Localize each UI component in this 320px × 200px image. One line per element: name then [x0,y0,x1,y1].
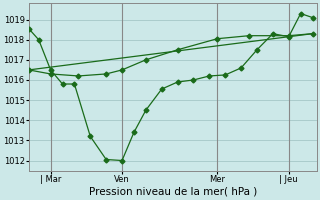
X-axis label: Pression niveau de la mer( hPa ): Pression niveau de la mer( hPa ) [89,187,257,197]
